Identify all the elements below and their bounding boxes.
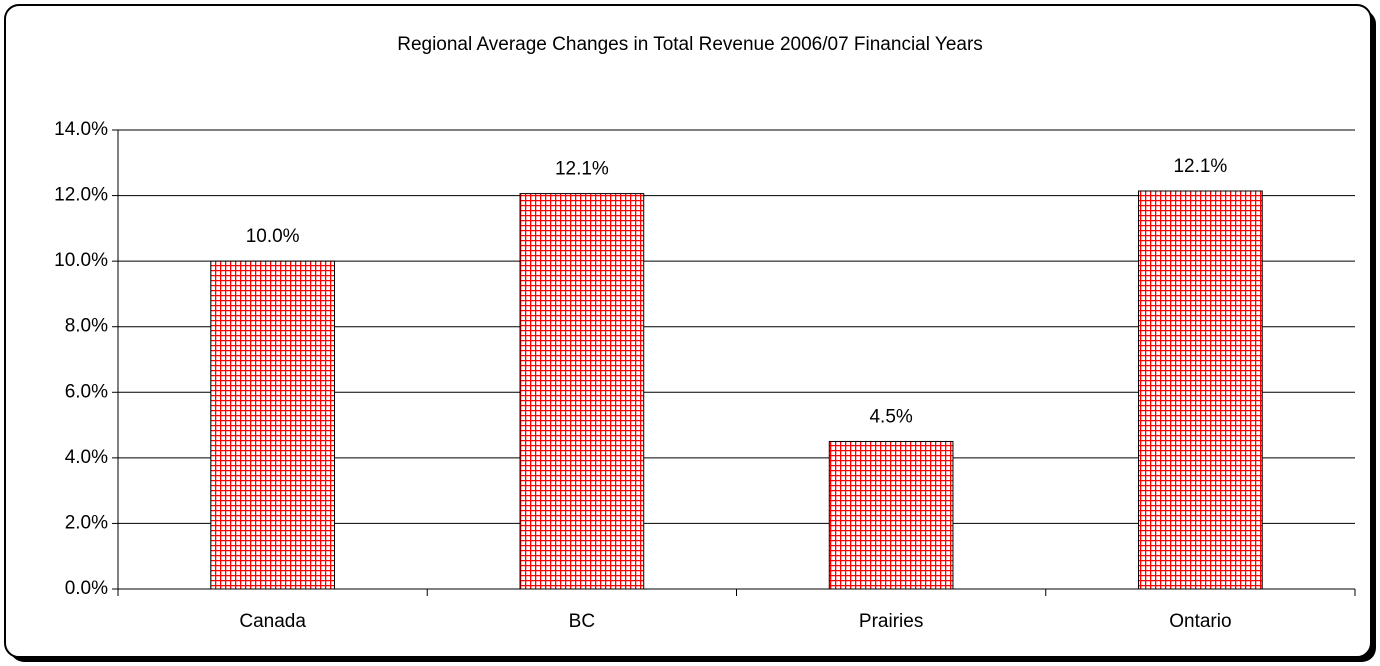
y-tick-label: 12.0% bbox=[54, 185, 108, 206]
y-tick-label: 2.0% bbox=[65, 512, 108, 533]
x-tick-label: Prairies bbox=[859, 611, 923, 632]
y-tick-label: 8.0% bbox=[65, 316, 108, 337]
bar bbox=[520, 194, 644, 589]
data-label: 10.0% bbox=[246, 226, 300, 247]
bar bbox=[211, 261, 335, 589]
x-tick-label: Canada bbox=[239, 611, 306, 632]
bar bbox=[1139, 191, 1263, 589]
data-label: 12.1% bbox=[555, 159, 609, 180]
y-tick-label: 4.0% bbox=[65, 447, 108, 468]
x-tick-label: BC bbox=[569, 611, 595, 632]
y-tick-label: 6.0% bbox=[65, 381, 108, 402]
chart-title: Regional Average Changes in Total Revenu… bbox=[397, 34, 983, 55]
bar bbox=[829, 441, 953, 589]
y-tick-label: 0.0% bbox=[65, 578, 108, 599]
y-tick-label: 10.0% bbox=[54, 250, 108, 271]
data-label: 12.1% bbox=[1173, 156, 1227, 177]
x-tick-label: Ontario bbox=[1169, 611, 1231, 632]
data-label: 4.5% bbox=[869, 406, 912, 427]
y-tick-label: 14.0% bbox=[54, 119, 108, 140]
chart: Regional Average Changes in Total Revenu… bbox=[0, 0, 1380, 666]
